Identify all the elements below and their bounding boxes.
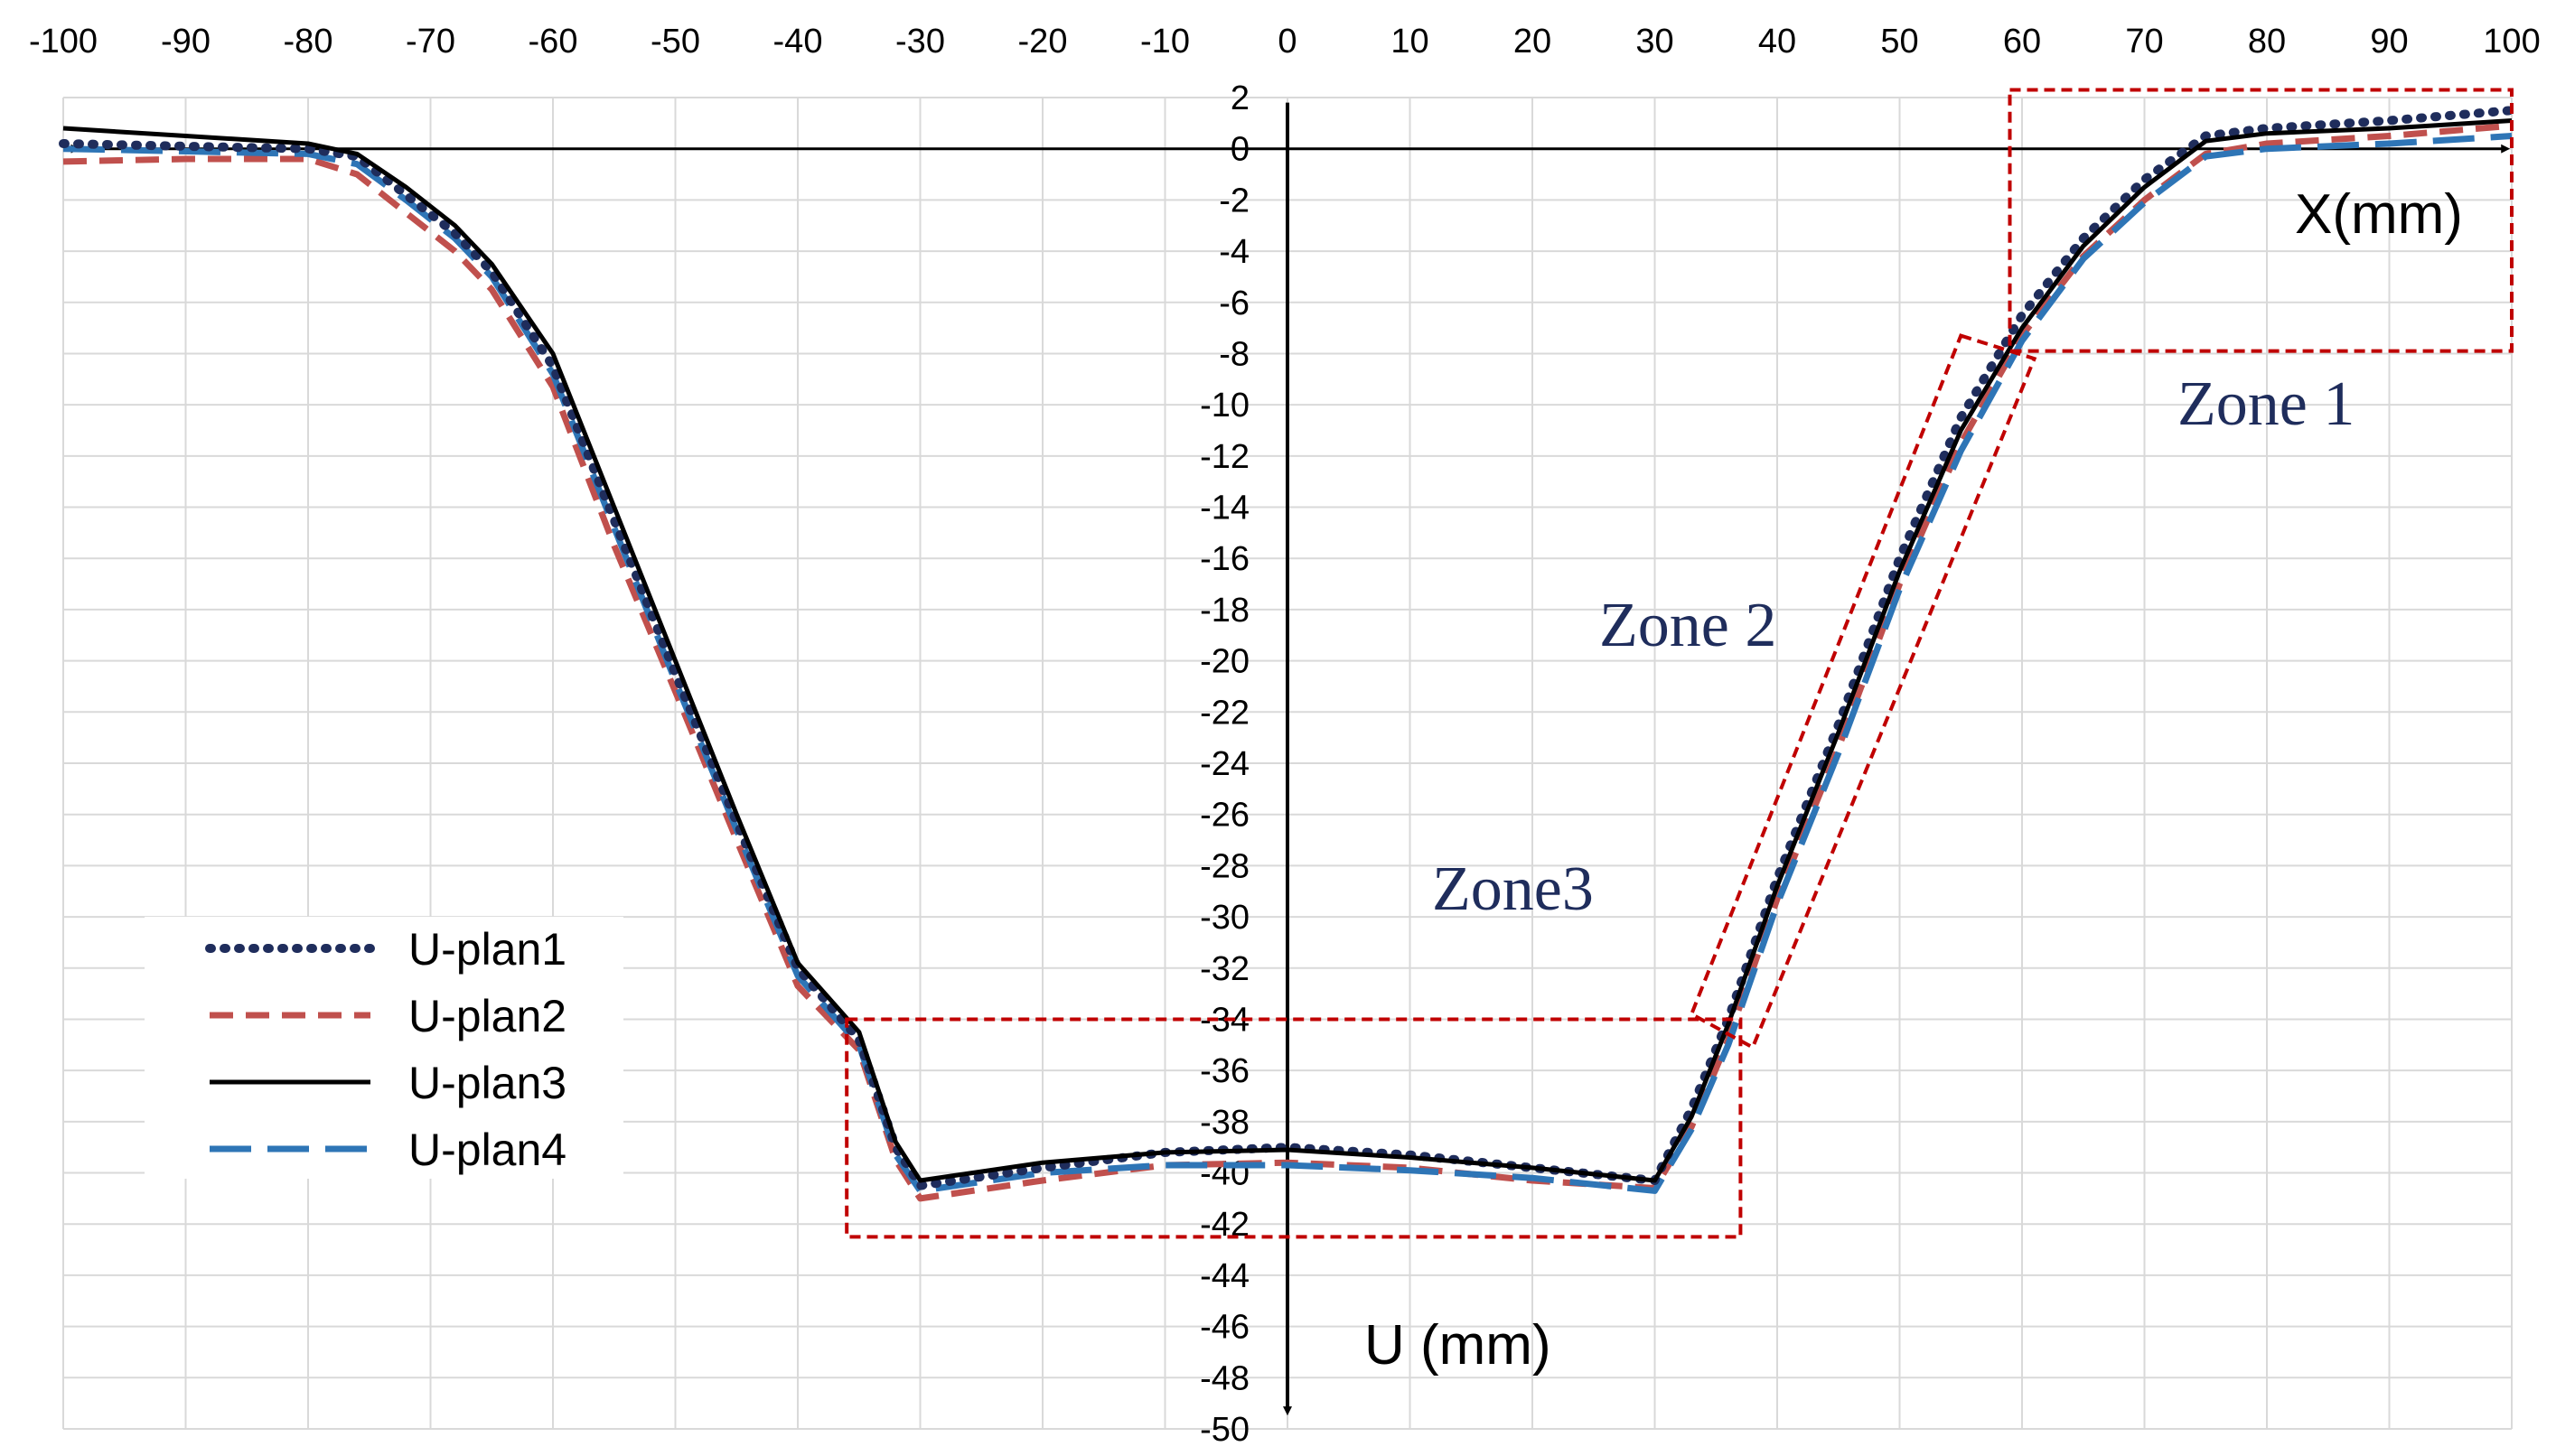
legend: U-plan1 U-plan2 U-plan3 U-plan4 (145, 917, 623, 1179)
y-tick-label: -14 (1200, 490, 1250, 527)
legend-background (145, 917, 623, 1179)
y-tick-label: -18 (1200, 592, 1250, 630)
x-tick-label: -100 (29, 23, 98, 61)
y-tick-label: -8 (1219, 335, 1250, 373)
y-tick-label: 0 (1231, 131, 1250, 169)
y-tick-label: -24 (1200, 745, 1250, 783)
y-tick-label: -26 (1200, 797, 1250, 835)
y-tick-label: -42 (1200, 1206, 1250, 1244)
x-tick-label: 40 (1758, 23, 1796, 61)
x-tick-label: -80 (284, 23, 333, 61)
legend-label: U-plan3 (408, 1058, 566, 1108)
y-tick-label: -32 (1200, 950, 1250, 988)
x-tick-label: 30 (1635, 23, 1673, 61)
x-tick-label: 50 (1880, 23, 1918, 61)
legend-label: U-plan2 (408, 991, 566, 1041)
x-axis: -100 -90 -80 -70 -60 -50 -40 -30 -20 -10 0 10 20 30 40… (29, 23, 2541, 154)
x-tick-label: 90 (2370, 23, 2408, 61)
y-tick-label: -30 (1200, 899, 1250, 937)
y-tick-label: -36 (1200, 1052, 1250, 1090)
x-tick-label: -50 (651, 23, 700, 61)
series-group (59, 106, 2516, 1202)
x-tick-label: -90 (161, 23, 211, 61)
x-tick-label: -30 (895, 23, 945, 61)
y-tick-label: -28 (1200, 847, 1250, 885)
x-axis-title: X(mm) (2295, 183, 2463, 246)
x-tick-label: -20 (1018, 23, 1068, 61)
y-axis: 2 0 -2 -4 -6 -8 -10 -12 -14 -16 -18 -20 -22 -24 -26 -28… (1200, 79, 1292, 1449)
zone-3-label: Zone3 (1432, 854, 1594, 924)
x-tick-label: -40 (773, 23, 823, 61)
x-tick-label: 70 (2125, 23, 2163, 61)
y-tick-label: -48 (1200, 1359, 1250, 1397)
x-tick-label: 100 (2483, 23, 2540, 61)
x-tick-label: 0 (1278, 23, 1297, 61)
y-tick-label: -44 (1200, 1257, 1250, 1295)
legend-label: U-plan1 (408, 924, 566, 975)
x-tick-label: -10 (1140, 23, 1190, 61)
x-tick-label: -70 (406, 23, 455, 61)
y-tick-label: -12 (1200, 438, 1250, 476)
zone-1-label: Zone 1 (2177, 369, 2355, 439)
x-tick-label: 60 (2003, 23, 2041, 61)
y-tick-label: -2 (1219, 182, 1250, 219)
y-tick-label: -4 (1219, 233, 1250, 271)
x-tick-label: 20 (1513, 23, 1551, 61)
y-axis-title: U (mm) (1364, 1314, 1551, 1377)
y-tick-label: -38 (1200, 1104, 1250, 1142)
x-tick-label: 80 (2248, 23, 2286, 61)
zone-3-box (845, 1017, 1743, 1239)
y-tick-label: -22 (1200, 694, 1250, 732)
y-tick-label: -6 (1219, 285, 1250, 322)
zone-2-label: Zone 2 (1599, 591, 1776, 660)
y-tick-label: -46 (1200, 1309, 1250, 1347)
y-tick-label: -16 (1200, 540, 1250, 578)
zone-1-box (2008, 88, 2514, 353)
y-tick-label: -20 (1200, 643, 1250, 681)
zone-boxes (845, 88, 2514, 1239)
legend-label: U-plan4 (408, 1125, 566, 1175)
y-tick-label: -50 (1200, 1411, 1250, 1449)
x-tick-label: 10 (1390, 23, 1428, 61)
series-u-plan2-line (62, 122, 2513, 1202)
series-u-plan3-line (62, 118, 2513, 1183)
y-tick-label: 2 (1231, 79, 1250, 117)
y-tick-label: -10 (1200, 387, 1250, 425)
x-tick-label: -60 (529, 23, 578, 61)
zone-2-box (1689, 333, 2037, 1050)
